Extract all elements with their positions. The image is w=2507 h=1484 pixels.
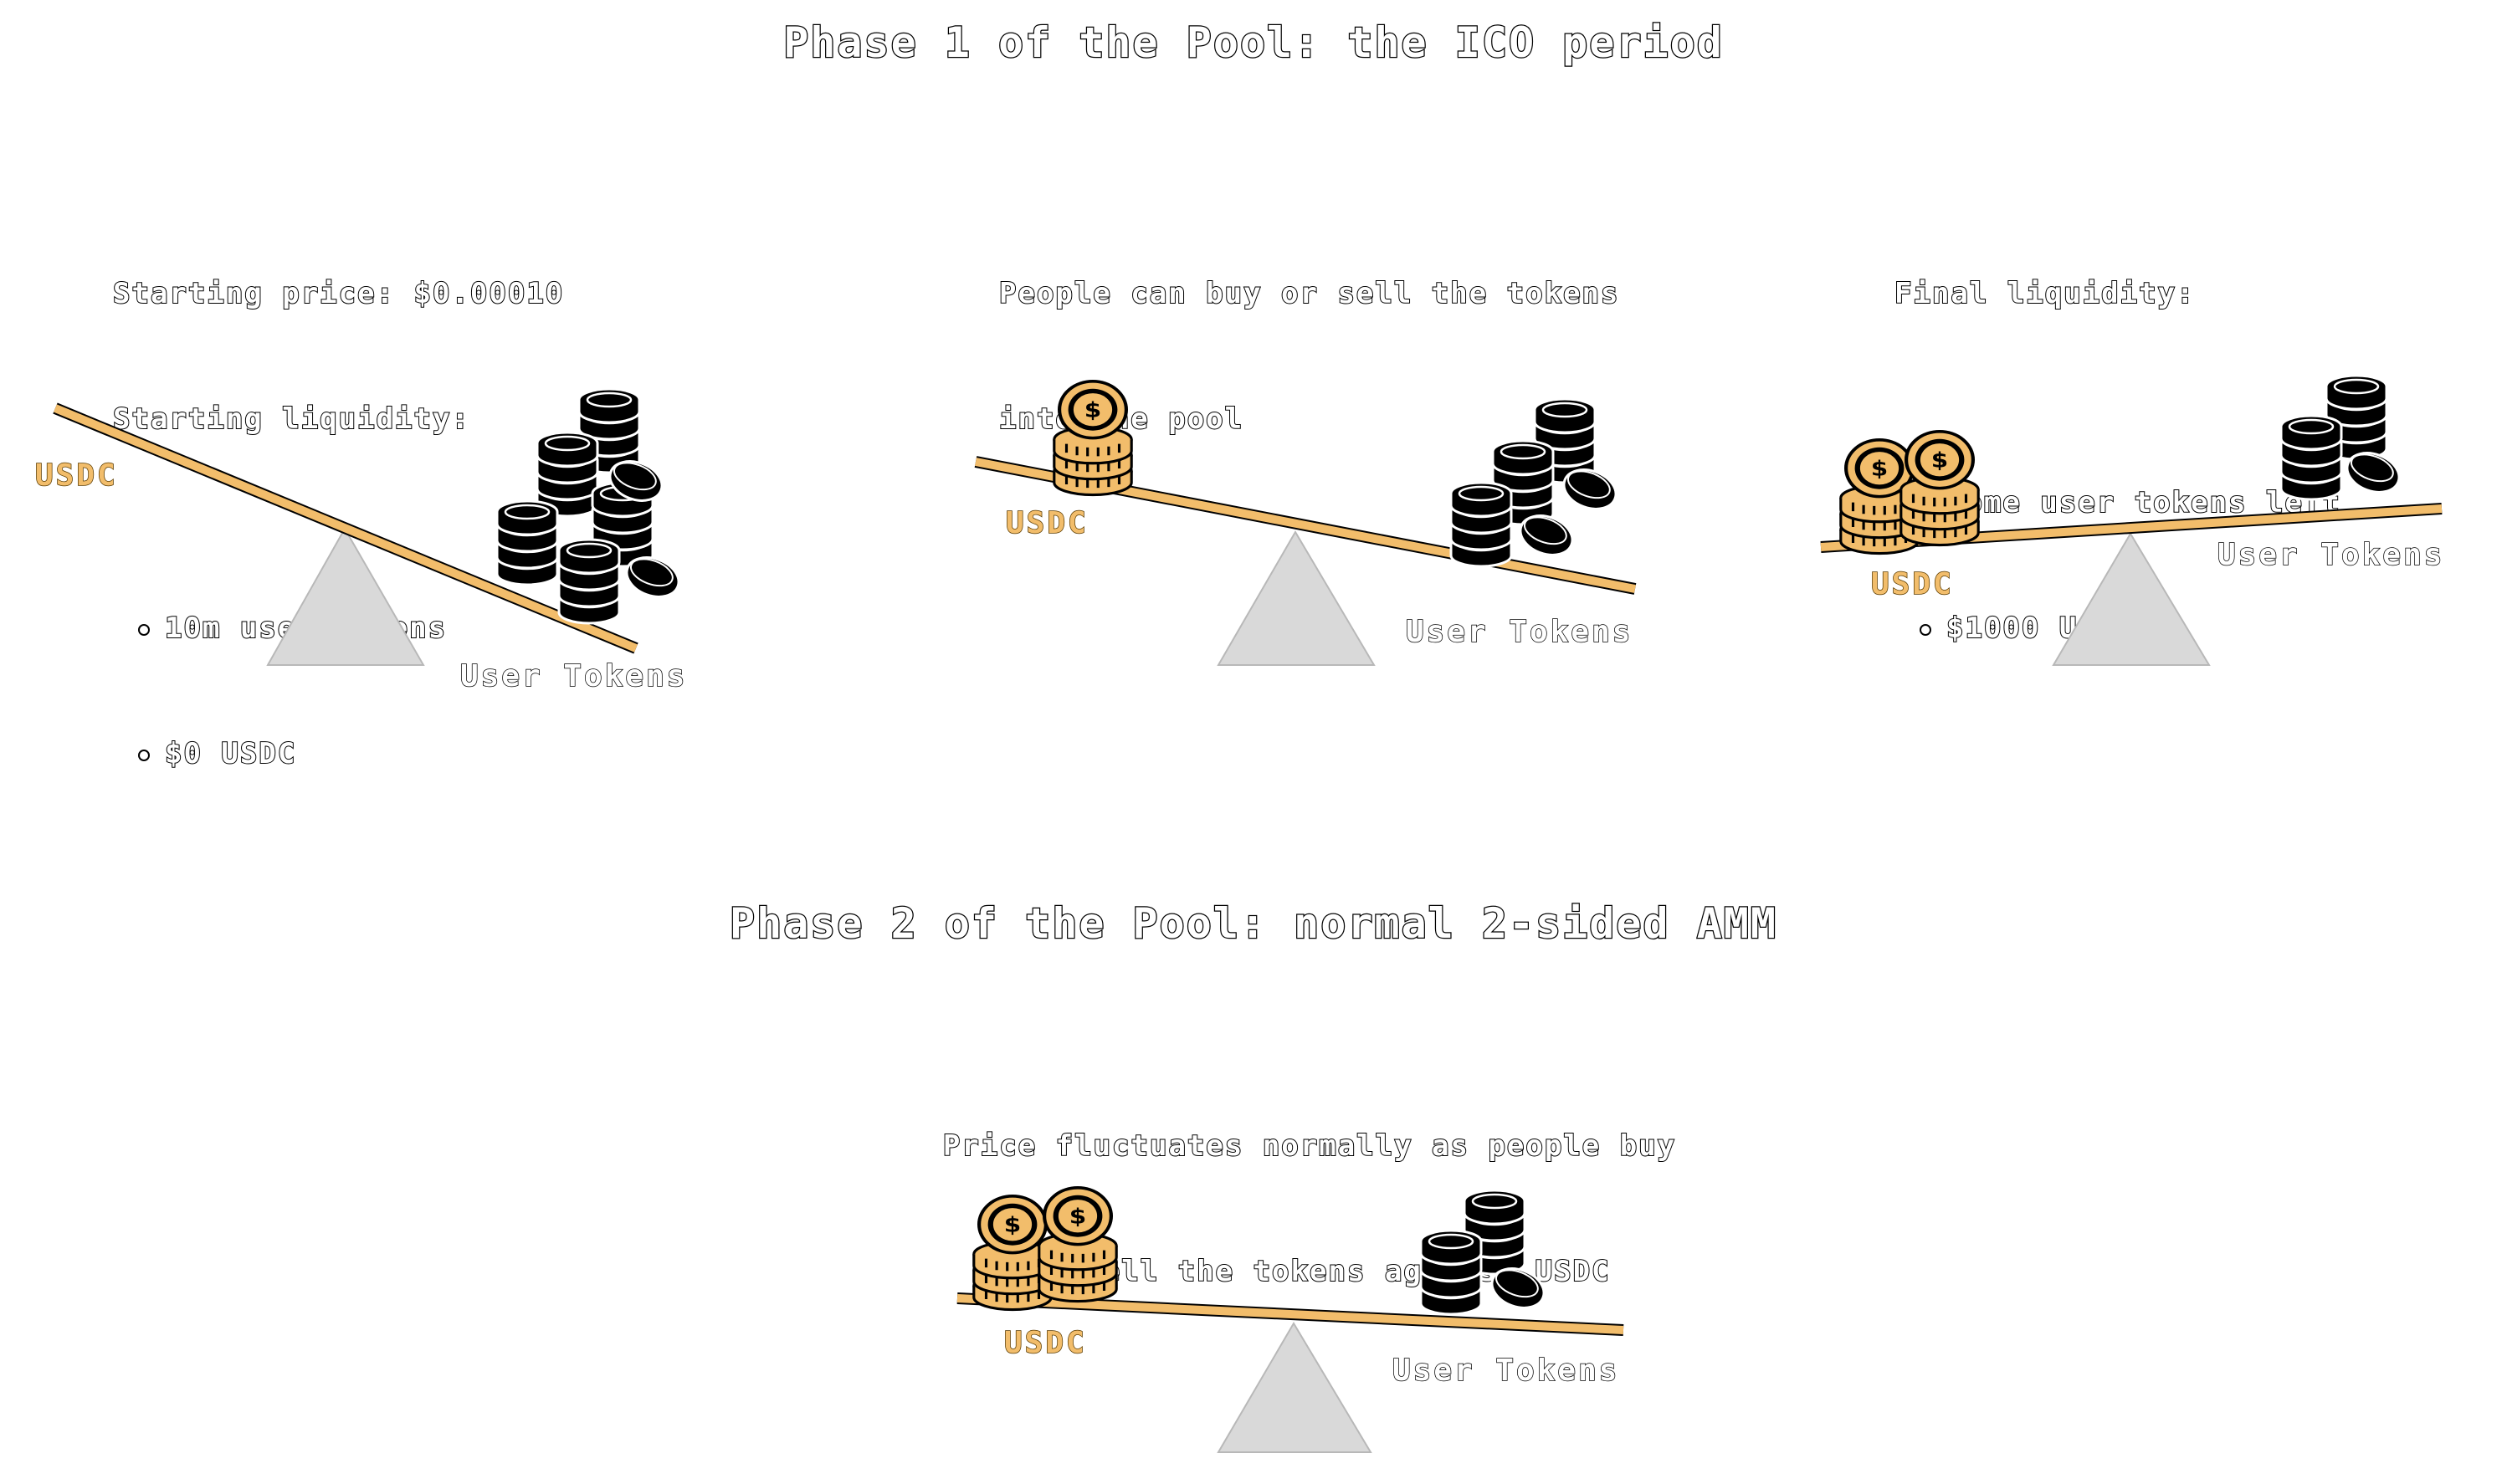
phase2-seesaw [956,1188,1624,1453]
panel2-tokens-label: User Tokens [1405,614,1633,650]
panel2-line1: People can buy or sell the tokens [998,276,1620,311]
panel3-seesaw [1820,376,2443,666]
phase2-description: Price fluctuates normally as people buy … [0,1041,2507,1334]
phase2-token-stack-icon [1421,1190,1551,1317]
panel3-token-stack-icon [2281,376,2407,501]
phase2-tokens-label: User Tokens [1392,1353,1620,1389]
panel3-usdc-stack-icon [1841,432,1978,554]
panel2-token-stack-icon [1451,399,1623,566]
panel1-seesaw [53,389,686,666]
phase2-fulcrum [1217,1322,1372,1453]
panel2-seesaw [974,381,1637,666]
phase2-usdc-label: USDC [1003,1325,1087,1361]
panel1-starting-liquidity: Starting liquidity: [112,402,470,437]
phase2-usdc-stack-icon [974,1188,1116,1310]
panel3-fulcrum [2052,532,2211,666]
phase2-title: Phase 2 of the Pool: normal 2-sided AMM [729,898,1777,949]
panel3-tokens-label: User Tokens [2217,537,2445,573]
panel3-final-liquidity: Final liquidity: [1894,276,2196,311]
panel2-usdc-label: USDC [1005,505,1089,541]
panel1-bullet-usdc: $0 USDC [113,733,564,775]
panel1-usdc-label: USDC [34,458,118,494]
panel1-description: Starting price: $0.00010 Starting liquid… [112,189,565,900]
phase2-line1: Price fluctuates normally as people buy [942,1128,1677,1164]
panel2-fulcrum [1217,530,1376,666]
panel3-usdc-label: USDC [1870,566,1954,602]
phase1-title: Phase 1 of the Pool: the ICO period [782,18,1724,69]
panel2-usdc-stack-icon [1054,381,1131,495]
panel1-fulcrum [266,526,425,666]
panel1-tokens-label: User Tokens [459,658,688,694]
panel1-starting-price: Starting price: $0.00010 [112,276,565,311]
panel1-token-stack-icon [497,389,686,623]
